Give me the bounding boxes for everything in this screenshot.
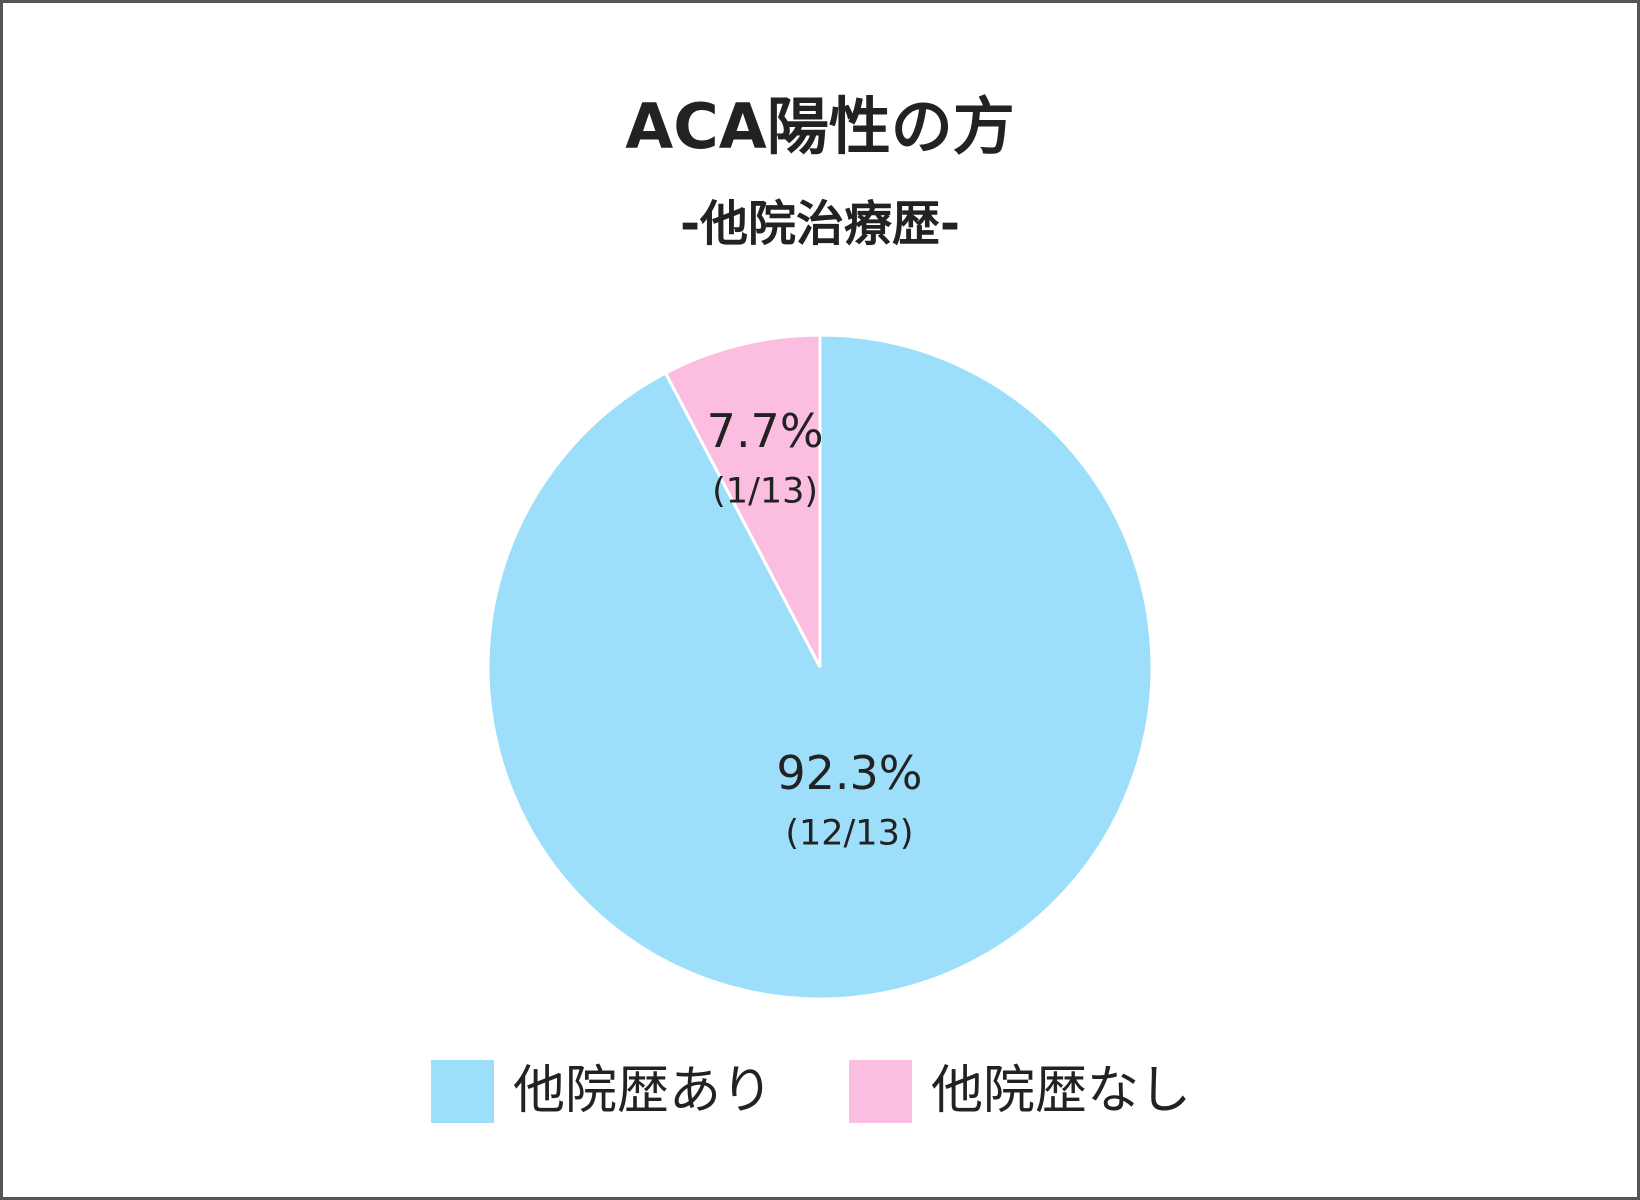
value-label: 92.3% bbox=[776, 746, 922, 800]
value-label: 7.7% bbox=[707, 404, 824, 458]
pie-slice bbox=[663, 333, 822, 668]
chart-subtitle: -他院治療歴- bbox=[680, 196, 960, 252]
count-label: (1/13) bbox=[712, 472, 818, 512]
chart-title: ACA陽性の方 bbox=[625, 90, 1014, 163]
legend-swatch bbox=[849, 1060, 912, 1123]
legend-label: 他院歴なし bbox=[931, 1061, 1191, 1121]
count-label: (12/13) bbox=[785, 813, 913, 853]
legend-label: 他院歴あり bbox=[513, 1061, 773, 1121]
legend-swatch bbox=[431, 1060, 494, 1123]
